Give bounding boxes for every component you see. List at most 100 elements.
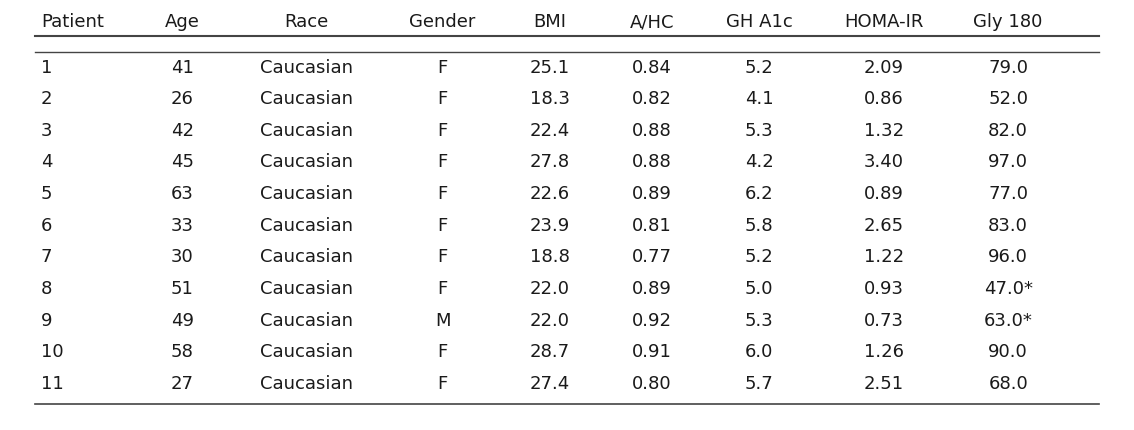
Text: 0.80: 0.80 — [632, 375, 671, 393]
Text: Caucasian: Caucasian — [261, 248, 354, 266]
Text: F: F — [438, 248, 448, 266]
Text: 79.0: 79.0 — [988, 58, 1029, 77]
Text: 47.0*: 47.0* — [983, 280, 1033, 298]
Text: 82.0: 82.0 — [988, 122, 1029, 140]
Text: 8: 8 — [41, 280, 52, 298]
Text: 2: 2 — [41, 90, 52, 108]
Text: A/HC: A/HC — [629, 13, 674, 31]
Text: 22.0: 22.0 — [530, 280, 570, 298]
Text: 4.1: 4.1 — [745, 90, 773, 108]
Text: Caucasian: Caucasian — [261, 90, 354, 108]
Text: F: F — [438, 217, 448, 235]
Text: 5.3: 5.3 — [745, 122, 773, 140]
Text: 0.77: 0.77 — [632, 248, 671, 266]
Text: 3.40: 3.40 — [864, 154, 904, 172]
Text: 5.8: 5.8 — [745, 217, 773, 235]
Text: Caucasian: Caucasian — [261, 375, 354, 393]
Text: F: F — [438, 185, 448, 203]
Text: 0.92: 0.92 — [632, 311, 671, 329]
Text: 10: 10 — [41, 343, 64, 361]
Text: 0.86: 0.86 — [864, 90, 904, 108]
Text: 4.2: 4.2 — [745, 154, 773, 172]
Text: 6: 6 — [41, 217, 52, 235]
Text: 0.73: 0.73 — [864, 311, 904, 329]
Text: Age: Age — [164, 13, 200, 31]
Text: GH A1c: GH A1c — [726, 13, 793, 31]
Text: 63.0*: 63.0* — [983, 311, 1033, 329]
Text: HOMA-IR: HOMA-IR — [844, 13, 923, 31]
Text: 68.0: 68.0 — [989, 375, 1029, 393]
Text: Caucasian: Caucasian — [261, 217, 354, 235]
Text: Caucasian: Caucasian — [261, 311, 354, 329]
Text: F: F — [438, 280, 448, 298]
Text: 25.1: 25.1 — [530, 58, 570, 77]
Text: 0.89: 0.89 — [864, 185, 904, 203]
Text: F: F — [438, 375, 448, 393]
Text: 0.82: 0.82 — [632, 90, 671, 108]
Text: 22.4: 22.4 — [530, 122, 570, 140]
Text: 0.89: 0.89 — [632, 280, 671, 298]
Text: F: F — [438, 154, 448, 172]
Text: 7: 7 — [41, 248, 52, 266]
Text: F: F — [438, 122, 448, 140]
Text: 0.93: 0.93 — [864, 280, 904, 298]
Text: 2.51: 2.51 — [864, 375, 904, 393]
Text: 23.9: 23.9 — [530, 217, 570, 235]
Text: Gly 180: Gly 180 — [973, 13, 1043, 31]
Text: 51: 51 — [171, 280, 194, 298]
Text: 4: 4 — [41, 154, 52, 172]
Text: 11: 11 — [41, 375, 64, 393]
Text: 27.8: 27.8 — [530, 154, 570, 172]
Text: 45: 45 — [171, 154, 194, 172]
Text: 77.0: 77.0 — [988, 185, 1029, 203]
Text: 1.32: 1.32 — [864, 122, 904, 140]
Text: 33: 33 — [171, 217, 194, 235]
Text: 9: 9 — [41, 311, 52, 329]
Text: 1: 1 — [41, 58, 52, 77]
Text: 58: 58 — [171, 343, 194, 361]
Text: 0.84: 0.84 — [632, 58, 671, 77]
Text: 27: 27 — [171, 375, 194, 393]
Text: 26: 26 — [171, 90, 194, 108]
Text: 1.26: 1.26 — [864, 343, 904, 361]
Text: F: F — [438, 90, 448, 108]
Text: Caucasian: Caucasian — [261, 280, 354, 298]
Text: 52.0: 52.0 — [988, 90, 1029, 108]
Text: 83.0: 83.0 — [988, 217, 1029, 235]
Text: F: F — [438, 343, 448, 361]
Text: 6.2: 6.2 — [745, 185, 773, 203]
Text: M: M — [434, 311, 450, 329]
Text: 0.89: 0.89 — [632, 185, 671, 203]
Text: 27.4: 27.4 — [530, 375, 570, 393]
Text: 49: 49 — [171, 311, 194, 329]
Text: 96.0: 96.0 — [988, 248, 1029, 266]
Text: Caucasian: Caucasian — [261, 185, 354, 203]
Text: Caucasian: Caucasian — [261, 58, 354, 77]
Text: 63: 63 — [171, 185, 194, 203]
Text: 0.88: 0.88 — [632, 122, 671, 140]
Text: Patient: Patient — [41, 13, 104, 31]
Text: 0.81: 0.81 — [632, 217, 671, 235]
Text: 5.2: 5.2 — [745, 248, 773, 266]
Text: 42: 42 — [171, 122, 194, 140]
Text: 22.6: 22.6 — [530, 185, 570, 203]
Text: 41: 41 — [171, 58, 194, 77]
Text: 5.7: 5.7 — [745, 375, 773, 393]
Text: 6.0: 6.0 — [745, 343, 773, 361]
Text: 3: 3 — [41, 122, 52, 140]
Text: Race: Race — [285, 13, 329, 31]
Text: 0.88: 0.88 — [632, 154, 671, 172]
Text: Gender: Gender — [409, 13, 476, 31]
Text: 90.0: 90.0 — [989, 343, 1029, 361]
Text: 22.0: 22.0 — [530, 311, 570, 329]
Text: 1.22: 1.22 — [864, 248, 904, 266]
Text: 18.8: 18.8 — [530, 248, 570, 266]
Text: 2.65: 2.65 — [864, 217, 904, 235]
Text: Caucasian: Caucasian — [261, 122, 354, 140]
Text: 30: 30 — [171, 248, 194, 266]
Text: 18.3: 18.3 — [530, 90, 570, 108]
Text: 5: 5 — [41, 185, 52, 203]
Text: 5.2: 5.2 — [745, 58, 773, 77]
Text: BMI: BMI — [533, 13, 567, 31]
Text: Caucasian: Caucasian — [261, 343, 354, 361]
